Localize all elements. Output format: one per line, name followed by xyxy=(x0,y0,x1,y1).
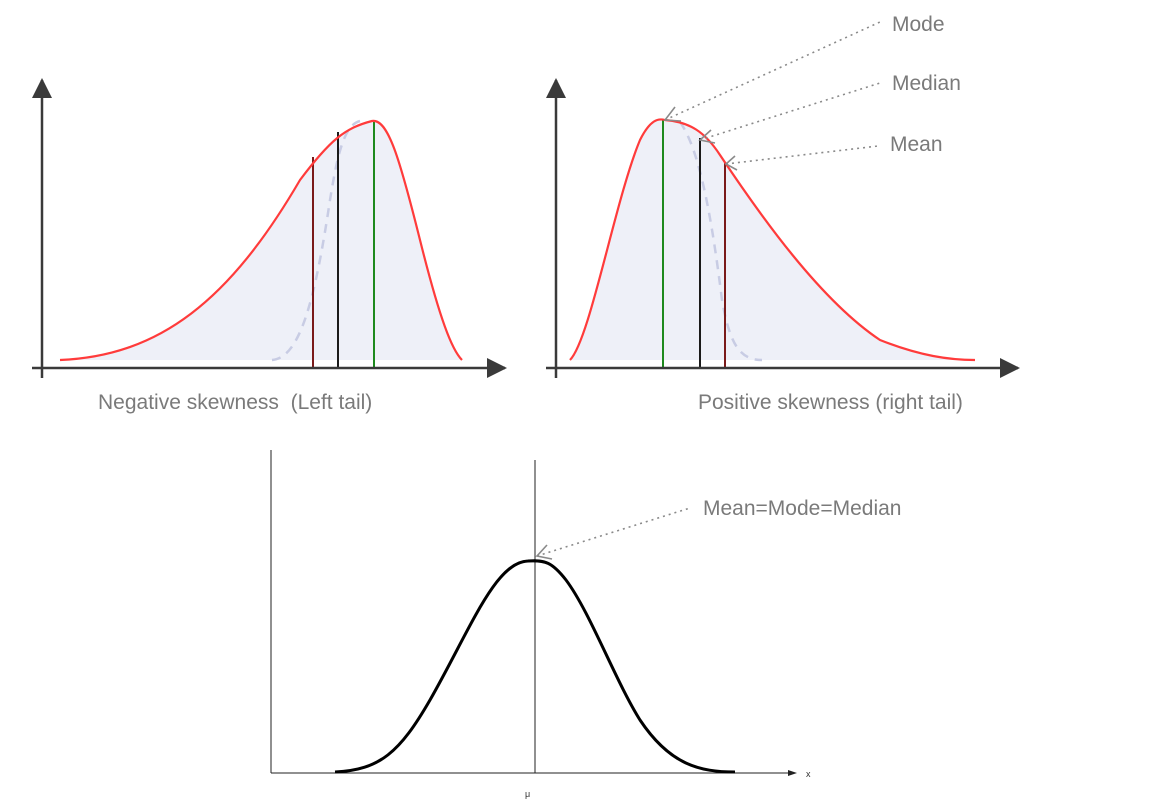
mean-pointer xyxy=(724,145,879,171)
normal-curve xyxy=(334,559,736,774)
negative-skew-caption: Negative skewness (Left tail) xyxy=(98,391,372,414)
positive-reference-dashed-curve xyxy=(678,121,763,362)
mean-mode-median-pointer xyxy=(535,507,691,560)
positive-skew-panel: Mode Median Mean Positive skewness (righ… xyxy=(546,13,1020,414)
median-label: Median xyxy=(892,72,961,95)
positive-shaded-area xyxy=(570,119,975,360)
median-pointer xyxy=(698,82,881,144)
negative-skew-panel: Negative skewness (Left tail) xyxy=(32,78,507,414)
negative-reference-dashed-curve xyxy=(271,119,361,362)
negative-skew-curve xyxy=(59,119,463,362)
positive-skew-curve xyxy=(569,118,976,362)
mean-label: Mean xyxy=(890,133,943,156)
normal-center-tick-label: μ xyxy=(525,789,530,799)
normal-distribution-panel: x μ Mean=Mode=Median xyxy=(270,450,901,799)
mean-mode-median-label: Mean=Mode=Median xyxy=(703,497,901,520)
positive-skew-caption: Positive skewness (right tail) xyxy=(698,391,963,414)
normal-x-axis-label: x xyxy=(806,769,811,779)
mode-label: Mode xyxy=(892,13,945,36)
normal-x-axis-arrow xyxy=(788,770,797,776)
mode-pointer xyxy=(663,21,881,122)
